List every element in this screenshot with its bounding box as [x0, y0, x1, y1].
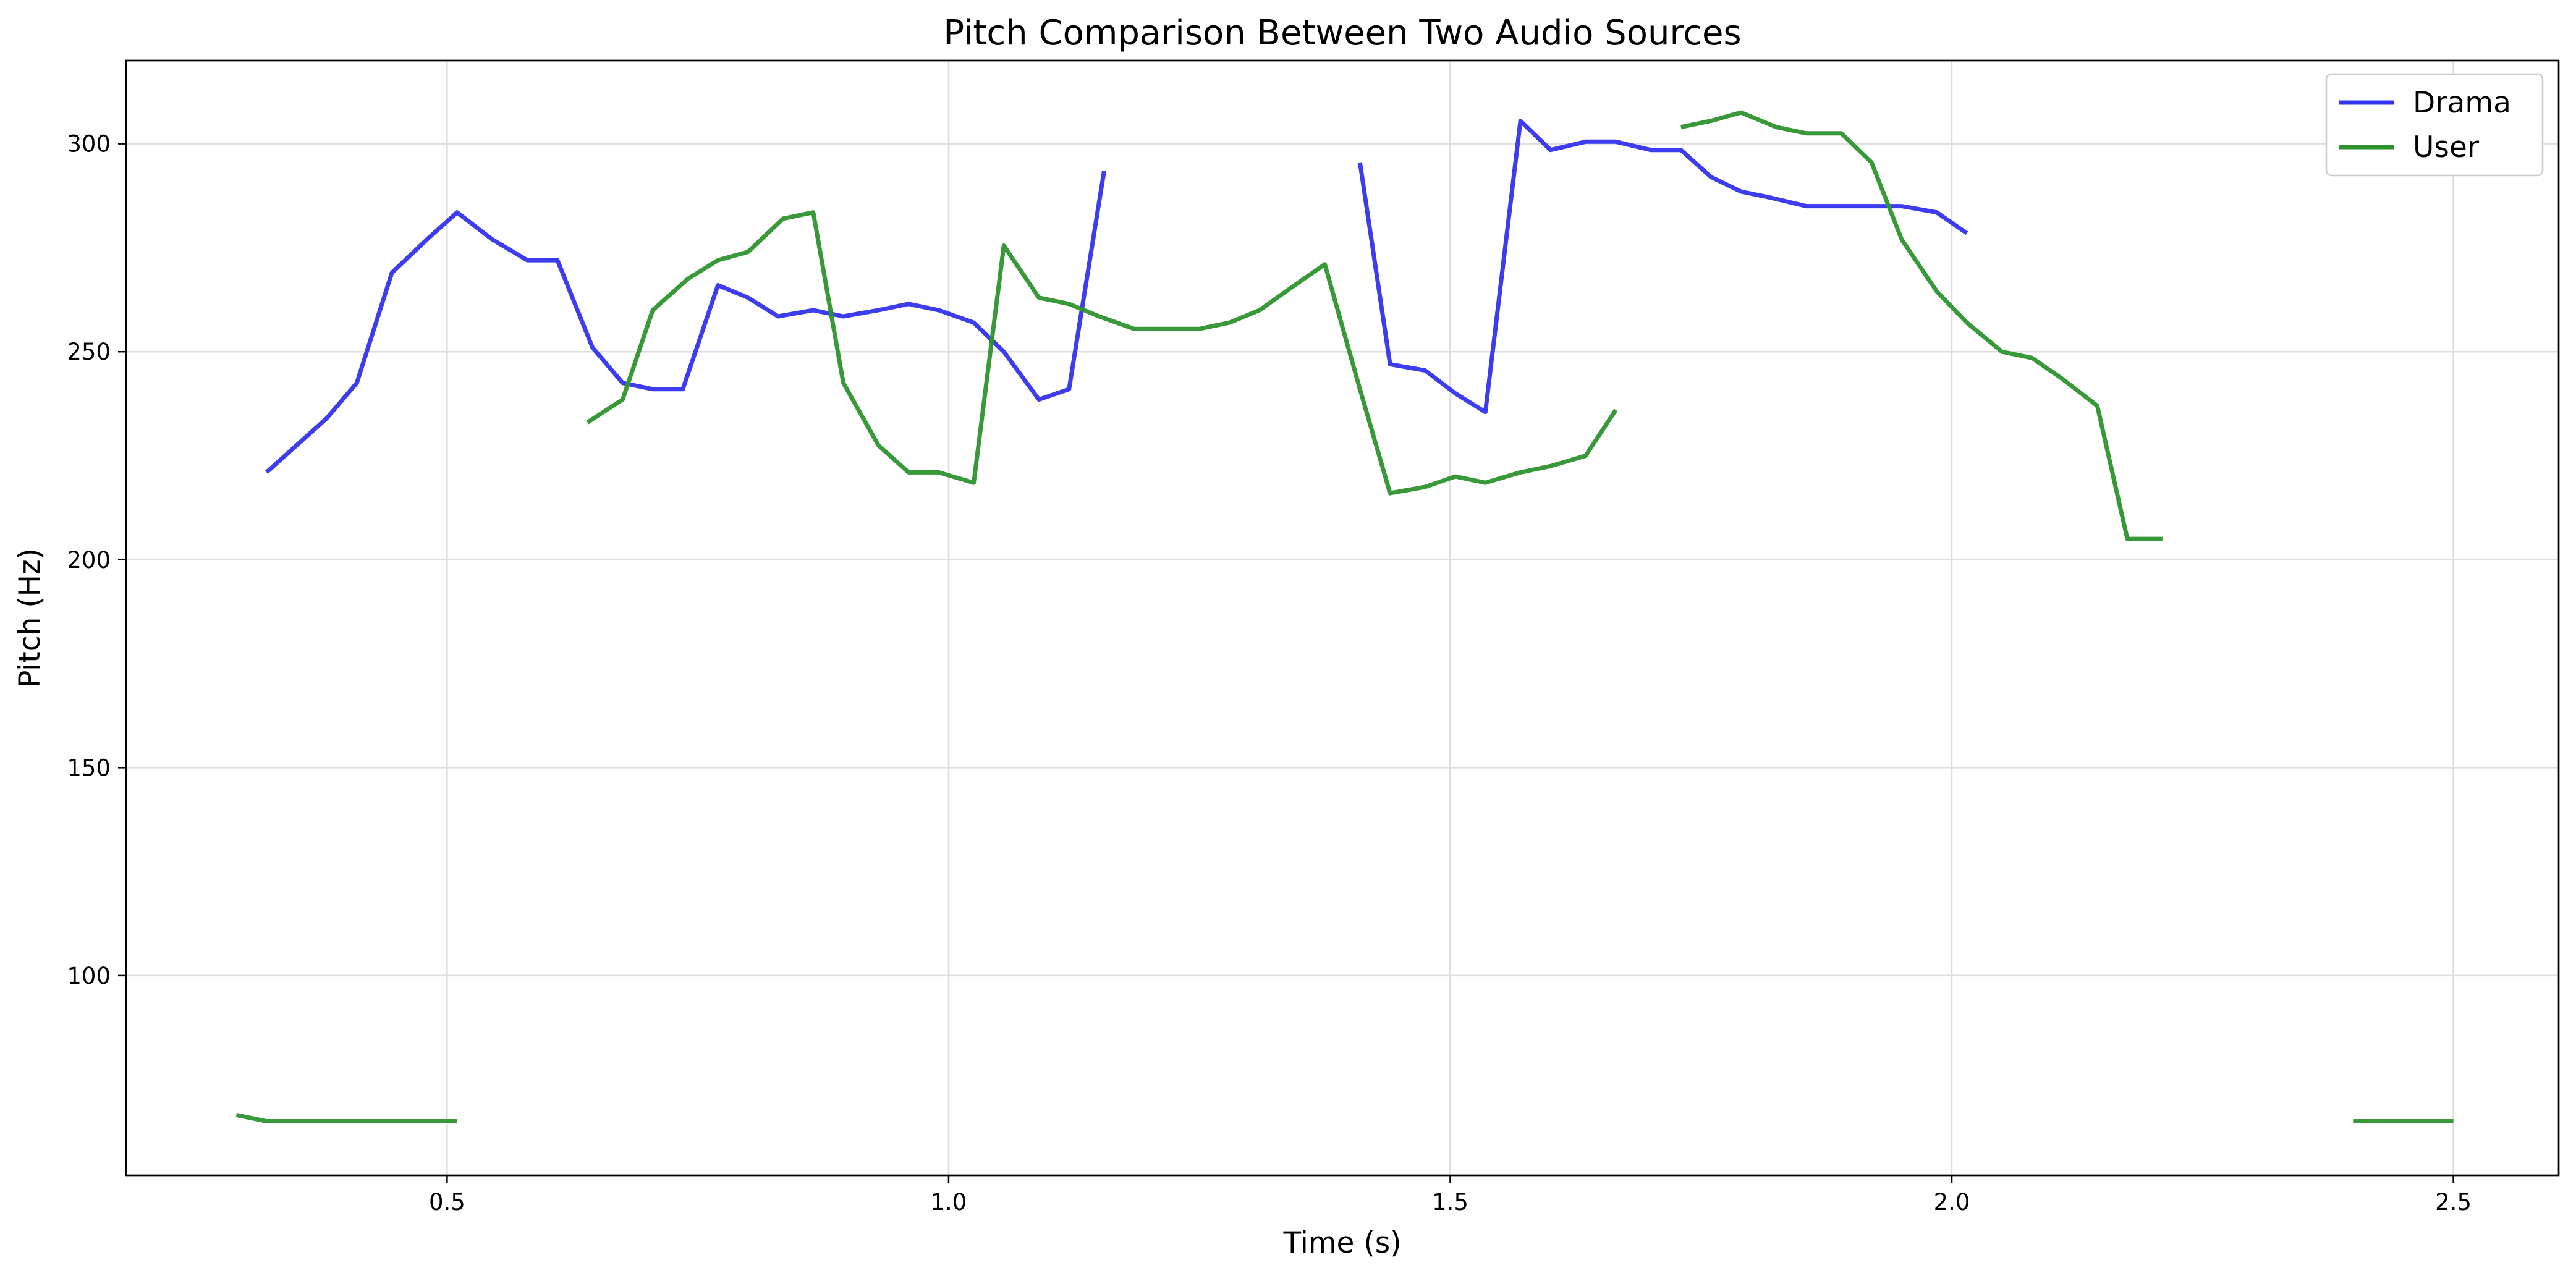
x-tick-label: 2.5	[2435, 1189, 2472, 1215]
legend-box	[2325, 73, 2544, 177]
x-tick-label: 2.0	[1934, 1189, 1970, 1215]
axis-ticks: 0.5 1.0 1.5 2.0 2.5 100 150 200 250 300	[67, 131, 2472, 1215]
user-series-line	[586, 210, 1618, 496]
user-series-line	[235, 1112, 457, 1123]
series-lines	[235, 110, 2454, 1123]
drama-series-line	[1357, 119, 1968, 415]
legend-label-drama: Drama	[2413, 86, 2511, 120]
y-tick-label: 200	[67, 547, 111, 573]
y-axis-label: Pitch (Hz)	[13, 548, 47, 688]
chart-title: Pitch Comparison Between Two Audio Sourc…	[943, 13, 1741, 53]
plot-area-frame	[125, 59, 2560, 1177]
drama-series-line	[265, 170, 1106, 475]
chart-legend: Drama User	[2325, 73, 2544, 177]
legend-label-user: User	[2413, 130, 2480, 164]
x-tick-label: 1.0	[931, 1189, 967, 1215]
x-tick-label: 0.5	[429, 1189, 465, 1215]
y-tick-label: 250	[67, 339, 111, 365]
y-tick-label: 100	[67, 963, 111, 989]
grid-lines	[126, 61, 2559, 1175]
user-series-line	[1680, 110, 2163, 541]
y-tick-label: 300	[67, 131, 111, 158]
y-tick-label: 150	[67, 755, 111, 781]
x-axis-label: Time (s)	[1282, 1226, 1401, 1260]
x-tick-label: 1.5	[1432, 1189, 1468, 1215]
